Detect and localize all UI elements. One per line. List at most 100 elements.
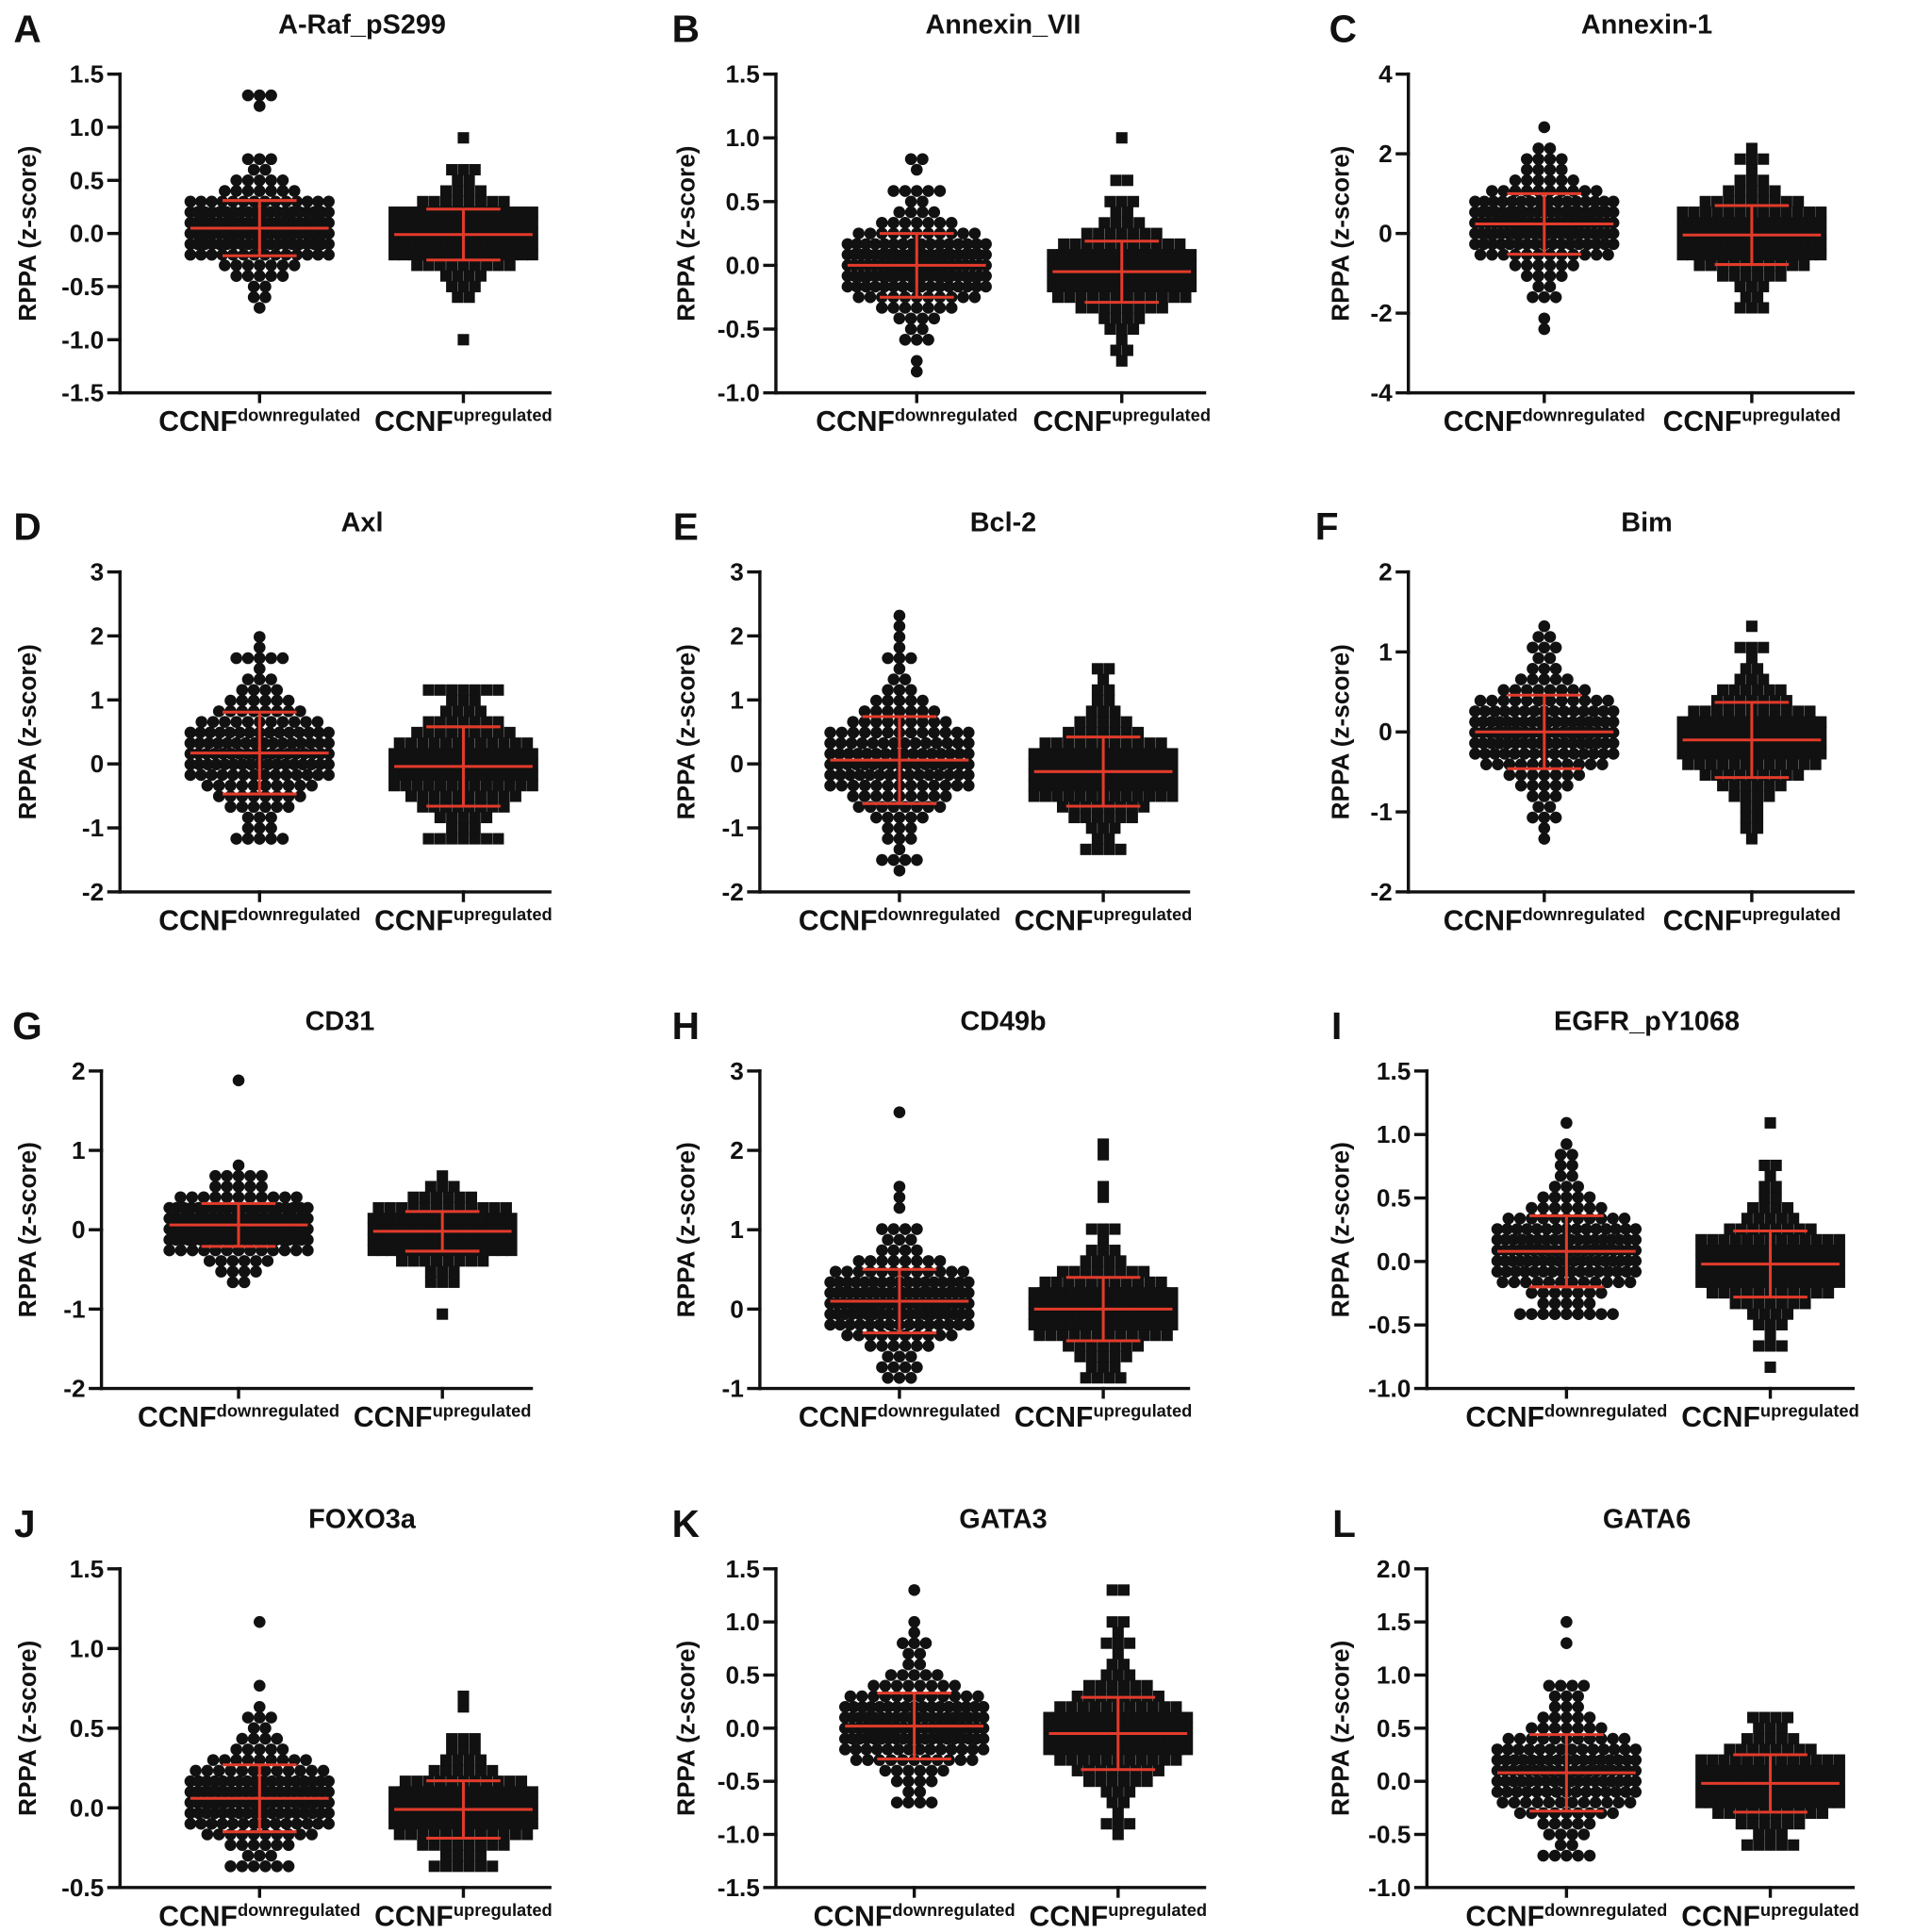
data-point-circle — [911, 1340, 923, 1352]
data-point-circle — [1583, 1308, 1596, 1320]
data-point-circle — [1538, 312, 1551, 325]
data-point-square — [1043, 1733, 1055, 1745]
data-point-circle — [824, 748, 836, 760]
data-point-circle — [1531, 1276, 1544, 1289]
data-point-square — [422, 780, 435, 792]
data-point-circle — [887, 185, 900, 197]
data-point-circle — [1546, 238, 1560, 251]
data-point-square — [1728, 270, 1741, 282]
data-point-square — [1047, 249, 1059, 261]
category-label: CCNFupregulated — [1663, 405, 1841, 438]
data-point-circle — [1629, 1764, 1643, 1777]
data-point-circle — [1509, 748, 1521, 760]
data-point-circle — [305, 1764, 318, 1777]
data-point-circle — [1515, 195, 1527, 208]
category-base: CCNF — [1465, 1402, 1544, 1433]
data-point-square — [516, 206, 528, 219]
data-point-circle — [925, 1796, 938, 1808]
data-point-square — [1135, 1701, 1147, 1713]
data-point-square — [388, 780, 401, 792]
data-point-square — [1725, 1796, 1737, 1808]
data-point-square — [498, 1839, 510, 1851]
data-point-square — [1758, 1711, 1771, 1724]
data-point-square — [1699, 768, 1711, 781]
data-point-square — [1098, 1350, 1110, 1362]
data-point-square — [1115, 132, 1128, 144]
data-point-circle — [279, 758, 292, 770]
y-tick-label: 3 — [730, 558, 744, 586]
data-point-circle — [977, 1732, 990, 1745]
data-point-circle — [950, 779, 964, 792]
data-point-circle — [276, 185, 289, 197]
data-point-circle — [1570, 1223, 1583, 1235]
data-point-square — [1155, 1276, 1167, 1288]
data-point-circle — [206, 1754, 220, 1766]
data-point-square — [434, 811, 446, 824]
data-point-circle — [882, 716, 894, 728]
data-point-circle — [221, 1191, 233, 1204]
data-point-square — [1071, 1764, 1083, 1776]
data-point-circle — [1526, 1212, 1538, 1225]
data-point-circle — [968, 290, 982, 304]
data-point-circle — [897, 280, 909, 293]
data-point-circle — [1519, 1276, 1532, 1289]
data-point-circle — [1527, 641, 1539, 654]
data-point-circle — [1506, 195, 1518, 208]
data-point-circle — [933, 185, 947, 197]
data-point-square — [469, 1743, 481, 1756]
data-point-square — [1028, 1287, 1040, 1299]
data-point-circle — [1607, 238, 1620, 251]
data-point-circle — [184, 248, 197, 261]
data-point-circle — [834, 748, 846, 760]
data-point-square — [1752, 663, 1764, 675]
data-point-circle — [890, 1679, 903, 1693]
data-point-square — [1792, 195, 1805, 207]
y-tick-label: 1.5 — [1377, 1057, 1411, 1085]
data-point-circle — [945, 217, 958, 229]
data-point-square — [1711, 206, 1724, 219]
data-point-square — [1824, 1245, 1837, 1257]
data-point-square — [1764, 1828, 1776, 1841]
data-point-square — [1085, 1350, 1098, 1362]
data-point-square — [1764, 1318, 1776, 1330]
data-point-circle — [870, 811, 883, 824]
data-point-circle — [897, 1669, 909, 1681]
data-point-square — [1724, 1223, 1736, 1235]
data-point-square — [1741, 1213, 1753, 1225]
data-point-circle — [300, 1754, 312, 1766]
data-point-circle — [922, 1255, 935, 1267]
data-point-circle — [1515, 1775, 1528, 1788]
data-point-circle — [1566, 716, 1579, 728]
data-point-square — [1713, 1245, 1725, 1257]
data-point-circle — [236, 801, 249, 814]
data-point-circle — [230, 652, 242, 665]
data-point-circle — [1533, 1743, 1546, 1756]
data-point-circle — [1549, 673, 1562, 685]
data-point-square — [474, 1850, 487, 1862]
data-point-circle — [1619, 1223, 1632, 1235]
data-point-square — [1676, 716, 1689, 728]
data-point-square — [434, 684, 446, 696]
data-point-circle — [276, 1754, 289, 1766]
data-point-square — [1815, 238, 1827, 250]
data-point-circle — [1511, 1786, 1524, 1798]
panel-letter: F — [1315, 505, 1339, 549]
y-tick-label: 0.5 — [1377, 1714, 1411, 1742]
data-point-circle — [902, 1796, 915, 1808]
data-point-circle — [1469, 716, 1481, 728]
data-point-circle — [247, 1860, 260, 1873]
data-point-square — [1080, 1265, 1092, 1278]
data-point-circle — [1548, 1722, 1561, 1735]
data-point-square — [447, 768, 460, 781]
data-point-circle — [265, 833, 277, 845]
data-point-circle — [186, 1244, 199, 1257]
data-point-square — [1759, 726, 1772, 738]
data-point-square — [1740, 270, 1752, 282]
data-point-circle — [1583, 1212, 1596, 1225]
data-point-square — [1085, 705, 1098, 718]
data-point-circle — [256, 1191, 268, 1204]
data-point-circle — [1494, 238, 1508, 251]
data-point-circle — [1561, 673, 1574, 685]
data-point-circle — [1577, 1743, 1589, 1756]
data-point-square — [1170, 1754, 1182, 1766]
